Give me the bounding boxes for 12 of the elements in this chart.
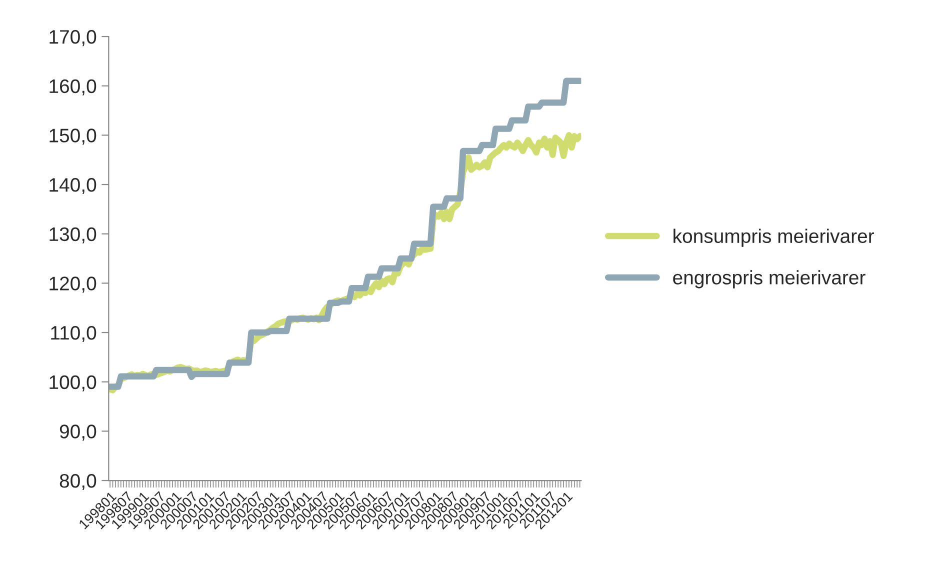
- y-tick-label: 80,0: [60, 474, 96, 490]
- legend-label: engrospris meierivarer: [673, 270, 866, 288]
- y-tick-label: 130,0: [50, 227, 96, 244]
- y-tick-label: 110,0: [51, 326, 96, 342]
- y-tick-label: 90,0: [60, 424, 96, 441]
- y-tick-label: 170,0: [50, 30, 96, 46]
- legend-label: konsumpris meierivarer: [674, 228, 874, 247]
- y-tick-label: 120,0: [50, 276, 96, 293]
- y-tick-label: 100,0: [50, 375, 96, 392]
- y-tick-label: 160,0: [50, 79, 96, 96]
- y-tick-label: 140,0: [50, 178, 96, 194]
- y-tick-label: 150,0: [50, 128, 96, 145]
